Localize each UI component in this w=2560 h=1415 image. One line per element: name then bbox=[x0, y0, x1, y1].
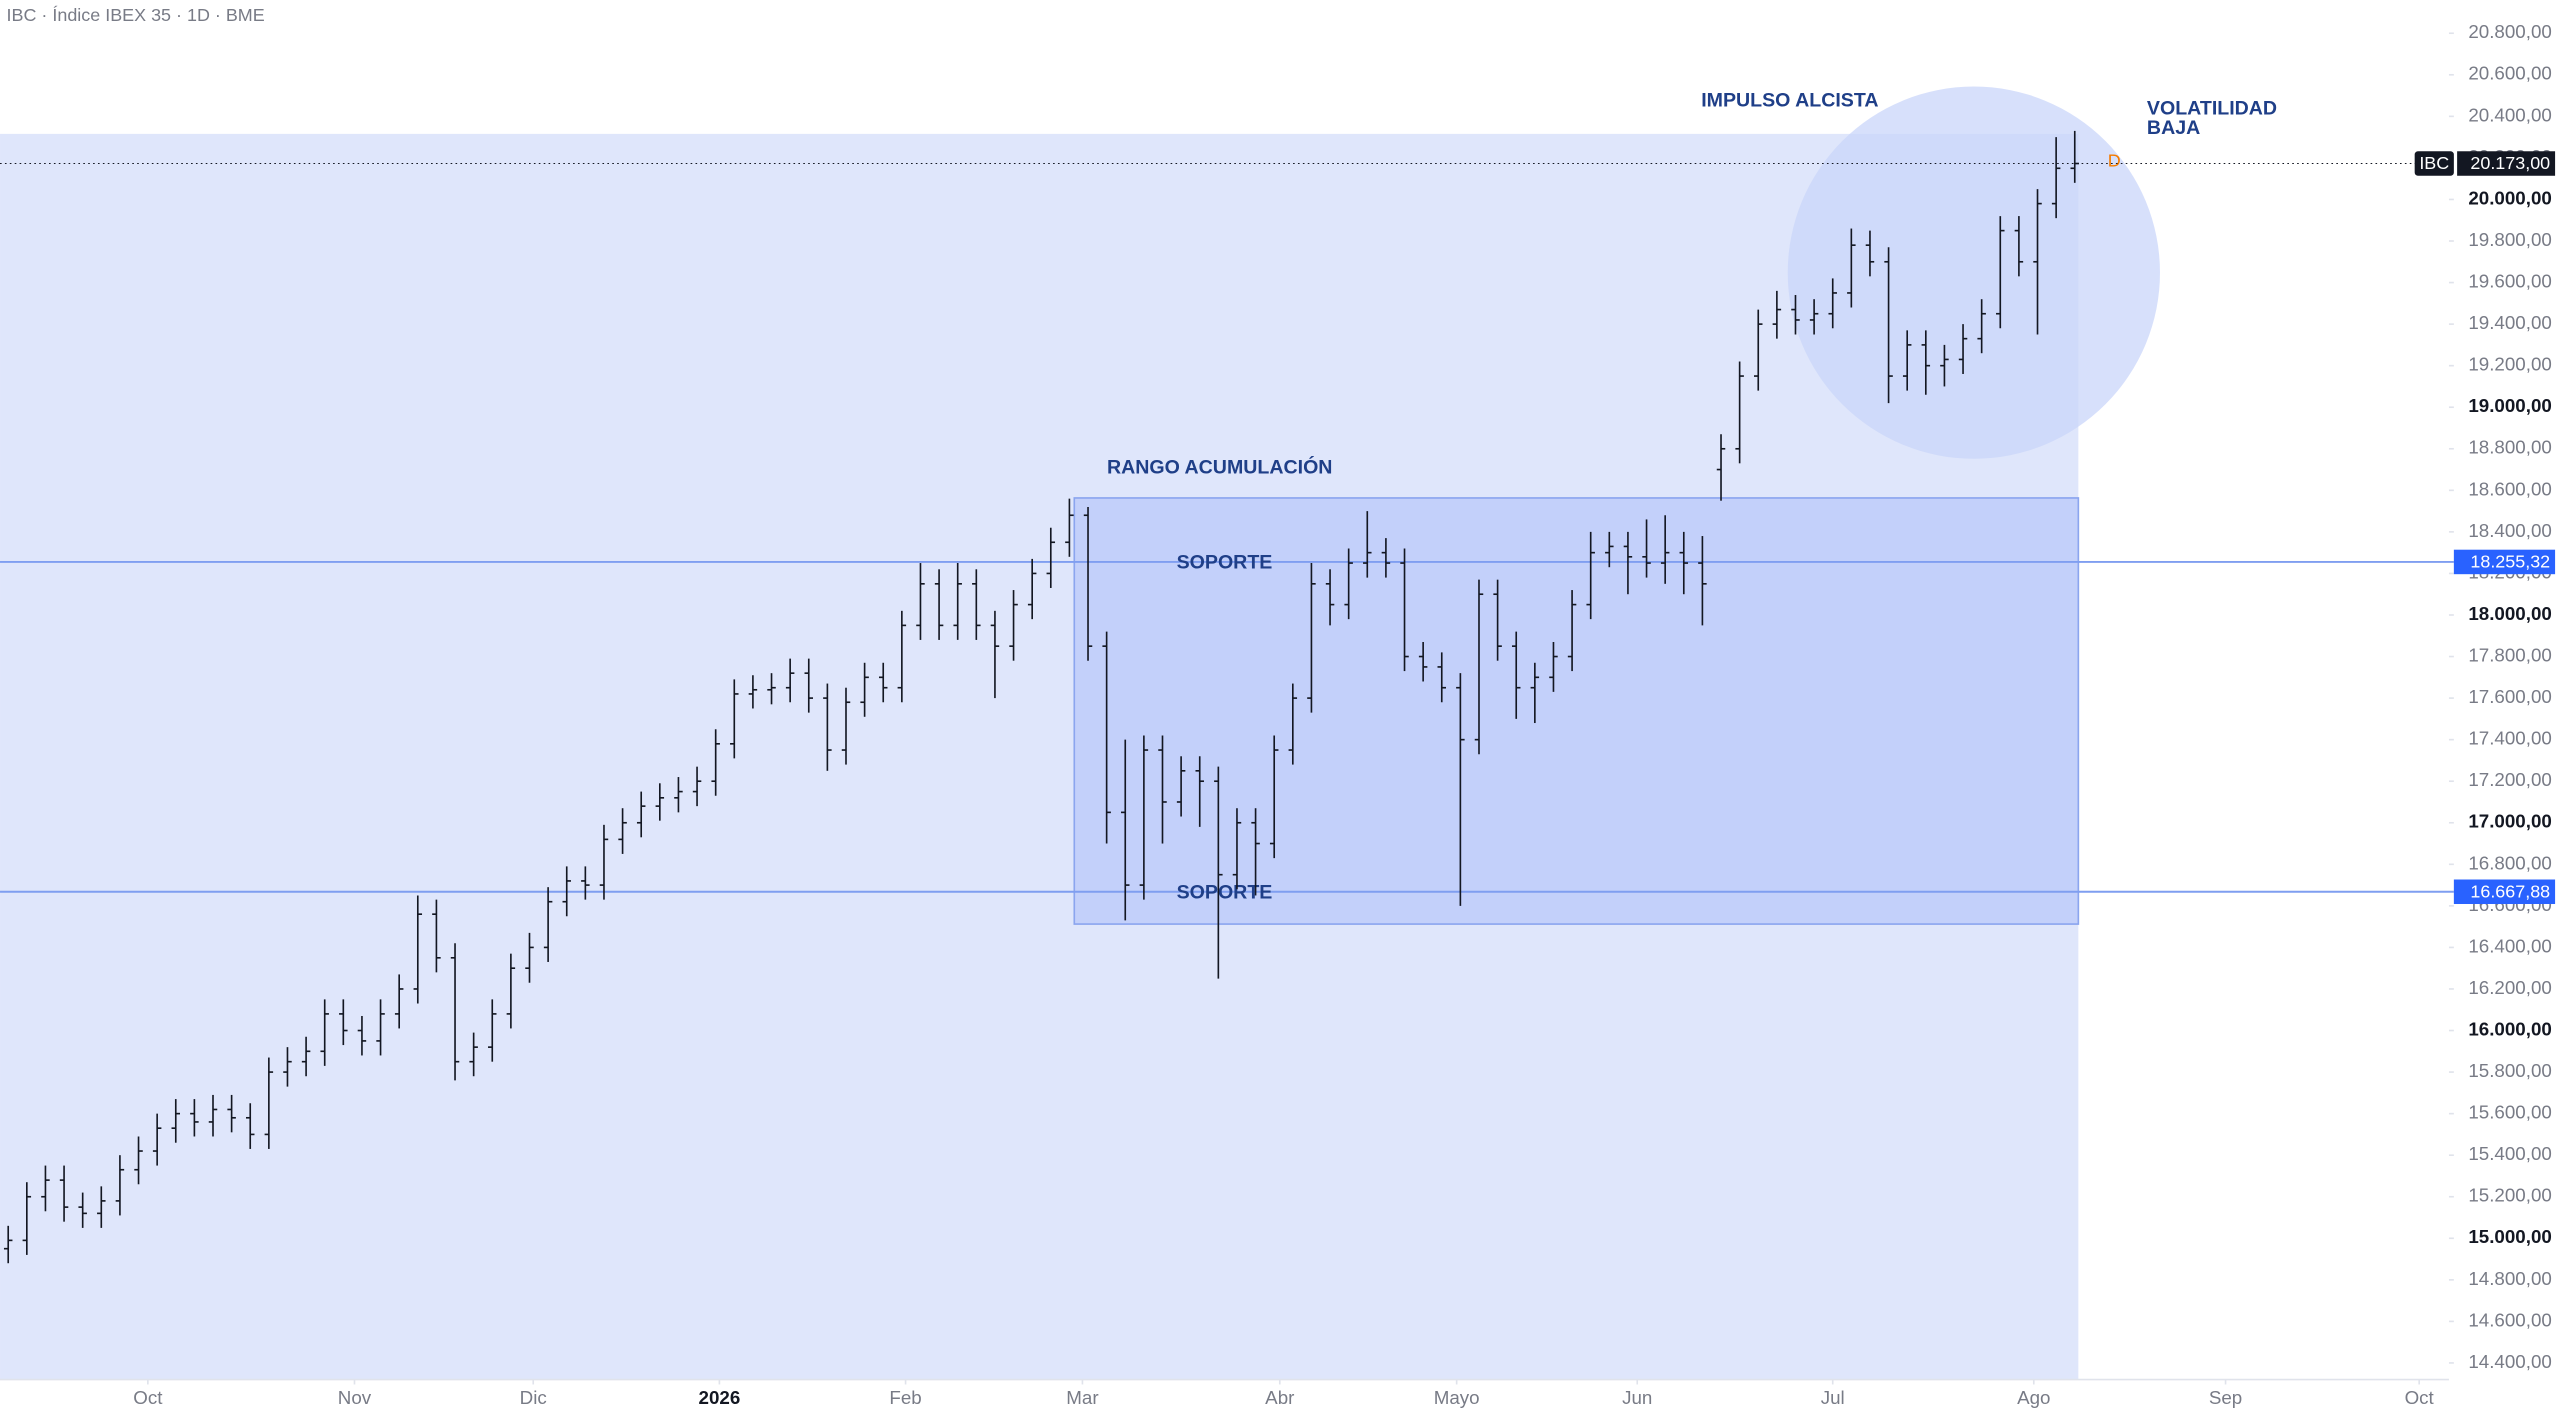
x-tick-label: Nov bbox=[338, 1387, 372, 1408]
annotation: VOLATILIDAD bbox=[2147, 98, 2277, 120]
support-label: SOPORTE bbox=[1177, 882, 1273, 904]
y-tick-label: 16.400,00 bbox=[2468, 935, 2551, 956]
x-tick-label: 2026 bbox=[699, 1387, 741, 1408]
price-label: 16.667,88 bbox=[2470, 881, 2550, 901]
y-tick-label: 15.200,00 bbox=[2468, 1185, 2551, 1206]
price-label-box bbox=[2453, 879, 2556, 905]
price-label-box bbox=[2457, 151, 2556, 176]
annotation: BAJA bbox=[2147, 117, 2200, 139]
y-tick-label: 15.600,00 bbox=[2468, 1102, 2551, 1123]
symbol-label: IBC bbox=[2419, 153, 2449, 173]
y-tick-label: 18.800,00 bbox=[2468, 437, 2551, 458]
y-tick-label: 20.800,00 bbox=[2468, 21, 2551, 42]
x-tick-label: Mayo bbox=[1434, 1387, 1480, 1408]
x-tick-label: Ago bbox=[2017, 1387, 2050, 1408]
y-tick-label: 18.400,00 bbox=[2468, 520, 2551, 541]
y-tick-label: 15.000,00 bbox=[2468, 1226, 2551, 1247]
y-tick-label: 16.800,00 bbox=[2468, 852, 2551, 873]
y-tick-label: 17.200,00 bbox=[2468, 769, 2551, 790]
volatility-circle bbox=[1787, 86, 2160, 459]
annotation: IMPULSO ALCISTA bbox=[1701, 89, 1878, 111]
annotation: RANGO ACUMULACIÓN bbox=[1107, 455, 1333, 479]
x-tick-label: Oct bbox=[133, 1387, 163, 1408]
y-tick-label: 20.400,00 bbox=[2468, 104, 2551, 125]
price-label: 20.173,00 bbox=[2470, 153, 2550, 173]
y-tick-label: 18.000,00 bbox=[2468, 603, 2551, 624]
x-tick-label: Feb bbox=[889, 1387, 921, 1408]
y-tick-label: 17.000,00 bbox=[2468, 811, 2551, 832]
y-tick-label: 14.400,00 bbox=[2468, 1351, 2551, 1372]
chart-title: IBC · Índice IBEX 35 · 1D · BME bbox=[7, 5, 265, 25]
y-tick-label: 16.200,00 bbox=[2468, 977, 2551, 998]
range-box bbox=[1073, 497, 2080, 925]
y-tick-label: 19.400,00 bbox=[2468, 312, 2551, 333]
support-label: SOPORTE bbox=[1177, 552, 1273, 574]
x-tick-label: Mar bbox=[1066, 1387, 1098, 1408]
y-tick-label: 15.800,00 bbox=[2468, 1060, 2551, 1081]
symbol-box bbox=[2414, 151, 2454, 176]
y-tick-label: 15.400,00 bbox=[2468, 1143, 2551, 1164]
x-tick-label: Jun bbox=[1622, 1387, 1652, 1408]
y-tick-label: 14.600,00 bbox=[2468, 1309, 2551, 1330]
y-tick-label: 17.800,00 bbox=[2468, 644, 2551, 665]
price-label-box bbox=[2453, 549, 2556, 575]
y-tick-label: 19.000,00 bbox=[2468, 395, 2551, 416]
x-tick-label: Dic bbox=[520, 1387, 547, 1408]
x-tick-label: Oct bbox=[2405, 1387, 2435, 1408]
x-tick-label: Jul bbox=[1821, 1387, 1845, 1408]
y-tick-label: 20.600,00 bbox=[2468, 63, 2551, 84]
y-tick-label: 19.600,00 bbox=[2468, 271, 2551, 292]
y-tick-label: 17.400,00 bbox=[2468, 728, 2551, 749]
y-tick-label: 19.200,00 bbox=[2468, 354, 2551, 375]
y-tick-label: 17.600,00 bbox=[2468, 686, 2551, 707]
y-tick-label: 18.600,00 bbox=[2468, 478, 2551, 499]
x-tick-label: Sep bbox=[2209, 1387, 2242, 1408]
price-label: 18.255,32 bbox=[2470, 551, 2550, 571]
dividend-marker: D bbox=[2108, 150, 2121, 170]
x-tick-label: Abr bbox=[1265, 1387, 1294, 1408]
y-tick-label: 19.800,00 bbox=[2468, 229, 2551, 250]
y-tick-label: 16.000,00 bbox=[2468, 1018, 2551, 1039]
y-tick-label: 20.000,00 bbox=[2468, 187, 2551, 208]
y-tick-label: 14.800,00 bbox=[2468, 1268, 2551, 1289]
